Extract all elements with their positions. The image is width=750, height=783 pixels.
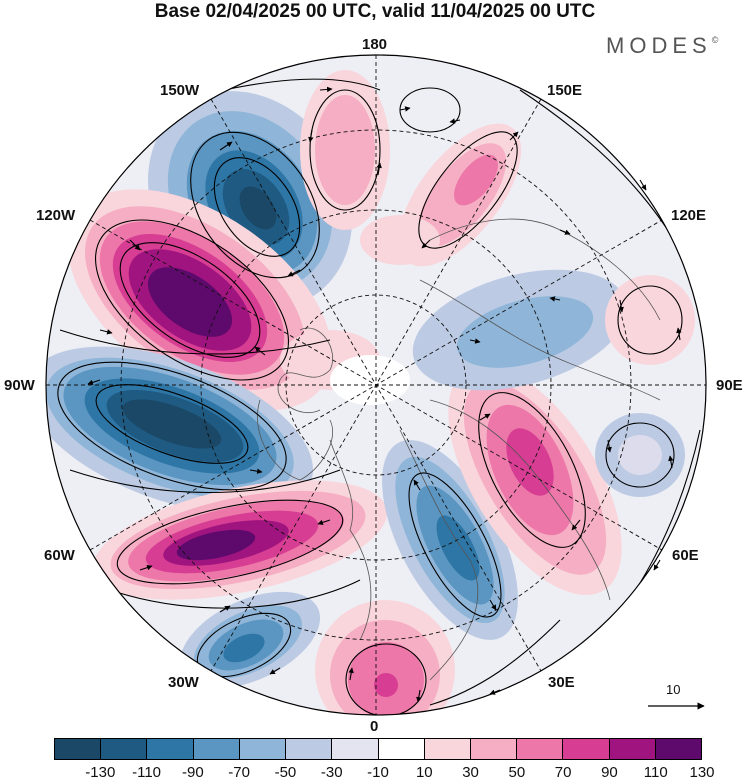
colorbar-segment <box>517 739 564 759</box>
colorbar-segment <box>101 739 148 759</box>
colorbar-tick-label: 30 <box>462 764 479 781</box>
colorbar-segment <box>193 739 240 759</box>
anomaly-shading <box>46 55 706 715</box>
colorbar-tick-label: -110 <box>132 764 162 781</box>
anomaly-atlantic-low <box>179 591 321 689</box>
brand-logo: MODES© <box>606 33 718 59</box>
anomaly-canada-low <box>46 346 313 514</box>
lon-label-30e: 30E <box>548 674 575 691</box>
colorbar-segment <box>563 739 610 759</box>
colorbar-segment <box>655 739 702 759</box>
brand-name: MODES <box>606 33 712 58</box>
colorbar-segment <box>378 739 425 759</box>
colorbar <box>54 738 702 760</box>
anomaly-africa-high <box>315 600 455 715</box>
chart-title: Base 02/04/2025 00 UTC, valid 11/04/2025… <box>154 1 596 22</box>
reference-vector-label: 10 <box>666 682 681 697</box>
lon-label-60w: 60W <box>44 547 75 564</box>
colorbar-segment <box>286 739 333 759</box>
colorbar-segment <box>55 739 102 759</box>
map-boundary <box>45 54 707 716</box>
colorbar-tick-label: 110 <box>643 764 668 781</box>
colorbar-segment <box>147 739 194 759</box>
colorbar-tick-label: -90 <box>182 764 204 781</box>
streamlines <box>57 78 701 715</box>
colorbar-tick-label: 130 <box>689 764 715 781</box>
anomaly-north-atlantic-high <box>92 480 388 600</box>
lon-label-30w: 30W <box>168 674 199 691</box>
colorbar-tick-label: 70 <box>554 764 572 781</box>
lon-label-120e: 120E <box>671 207 707 224</box>
lon-label-150w: 150W <box>160 82 200 99</box>
brand-mark: © <box>711 35 719 45</box>
anomaly-west-asia-high <box>448 364 622 596</box>
lon-label-0: 0 <box>370 718 379 735</box>
lon-label-150e: 150E <box>547 82 583 99</box>
colorbar-tick-label: 10 <box>415 764 433 781</box>
stream-arrows <box>87 86 682 703</box>
colorbar-segment <box>239 739 287 759</box>
colorbar-tick-label: -130 <box>85 764 116 781</box>
colorbar-segment <box>332 739 379 759</box>
colorbar-tick-label: 50 <box>508 764 526 781</box>
graticule <box>46 55 706 715</box>
polar-stereographic-map <box>45 54 707 716</box>
pole-neutral-zone <box>330 355 410 405</box>
lon-label-180: 180 <box>362 36 388 53</box>
colorbar-tick-label: -70 <box>228 764 250 781</box>
colorbar-segment <box>609 739 656 759</box>
colorbar-segment <box>424 739 471 759</box>
colorbar-tick-label: -50 <box>274 764 297 781</box>
colorbar-tick-labels: -130 -110 -90 -70 -50 -30 -10 10 30 50 70 90 110 130 <box>0 764 750 782</box>
lon-label-120w: 120W <box>36 207 76 224</box>
lon-label-60e: 60E <box>672 547 699 564</box>
colorbar-tick-label: 90 <box>601 764 618 781</box>
anomaly-siberia-low <box>412 269 685 497</box>
colorbar-tick-label: -10 <box>367 764 389 781</box>
lon-label-90e: 90E <box>716 377 743 394</box>
colorbar-segment <box>470 739 518 759</box>
lon-label-90w: 90W <box>4 377 35 394</box>
colorbar-tick-label: -30 <box>320 764 343 781</box>
